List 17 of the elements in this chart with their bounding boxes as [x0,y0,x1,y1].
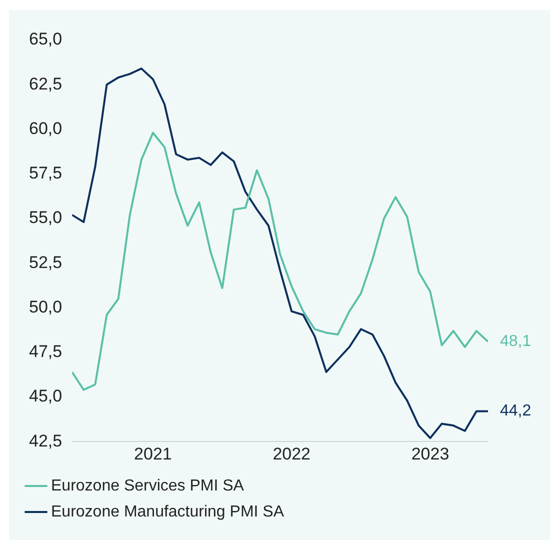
x-tick-label: 2023 [411,444,450,464]
y-tick-label: 47,5 [28,342,62,362]
y-tick-label: 60,0 [28,118,62,138]
y-tick-label: 62,5 [28,74,62,94]
y-tick-label: 52,5 [28,252,62,272]
legend-label: Eurozone Manufacturing PMI SA [51,503,284,520]
y-tick-label: 50,0 [28,297,62,316]
y-tick-label: 57,5 [28,164,62,183]
data-label: 44,2 [500,402,532,420]
x-tick-label: 2021 [134,444,172,464]
y-tick-label: 42,5 [28,431,62,450]
y-tick-label: 55,0 [28,208,62,228]
y-tick-label: 65,0 [28,30,62,49]
legend-label: Eurozone Services PMI SA [51,477,244,494]
data-label: 48,1 [500,333,532,350]
x-tick-label: 2022 [272,444,311,464]
y-tick-label: 45,0 [28,386,62,406]
